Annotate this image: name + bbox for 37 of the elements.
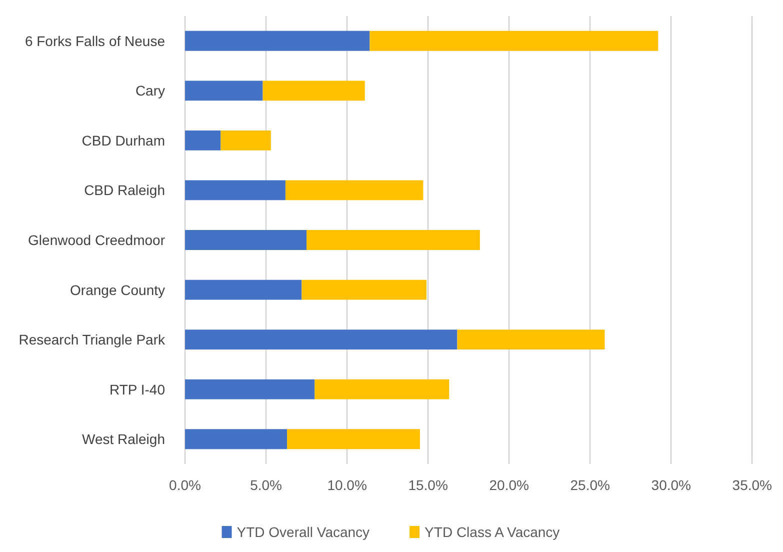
bar: [370, 30, 658, 51]
y-tick-label: West Raleigh: [82, 431, 165, 448]
y-tick-label: Cary: [135, 82, 165, 99]
bar: [185, 280, 302, 300]
x-tick-label: 5.0%: [250, 477, 282, 493]
legend-label: YTD Class A Vacancy: [424, 524, 560, 540]
y-tick-label: 6 Forks Falls of Neuse: [24, 32, 166, 49]
x-tick-label: 35.0%: [732, 477, 772, 493]
bar: [314, 379, 450, 400]
bar: [306, 230, 480, 250]
bar: [185, 80, 263, 101]
y-tick-label: CBD Durham: [82, 132, 165, 148]
bar: [185, 130, 221, 150]
bar: [457, 330, 605, 350]
x-tick-label: 30.0%: [651, 477, 691, 493]
y-tick-label: Orange County: [70, 282, 165, 298]
bar: [185, 30, 370, 51]
y-tick-label: RTP I-40: [109, 381, 166, 398]
bar: [185, 230, 307, 250]
x-tick-label: 10.0%: [327, 477, 367, 493]
x-tick-label: 0.0%: [169, 477, 201, 493]
bar: [220, 130, 271, 150]
bar: [285, 180, 424, 200]
legend-label: YTD Overall Vacancy: [236, 524, 370, 540]
x-tick-label: 20.0%: [489, 477, 529, 493]
y-tick-label: Research Triangle Park: [18, 332, 166, 348]
bar: [262, 80, 365, 101]
bar: [185, 330, 458, 350]
y-tick-label: Glenwood Creedmoor: [28, 232, 166, 248]
y-tick-label: CBD Raleigh: [84, 182, 165, 198]
bar: [185, 429, 288, 450]
x-tick-label: 15.0%: [408, 477, 448, 493]
x-tick-label: 25.0%: [570, 477, 610, 493]
bar: [185, 180, 286, 200]
bar: [287, 429, 420, 450]
bar: [185, 379, 315, 400]
bar: [302, 280, 426, 300]
